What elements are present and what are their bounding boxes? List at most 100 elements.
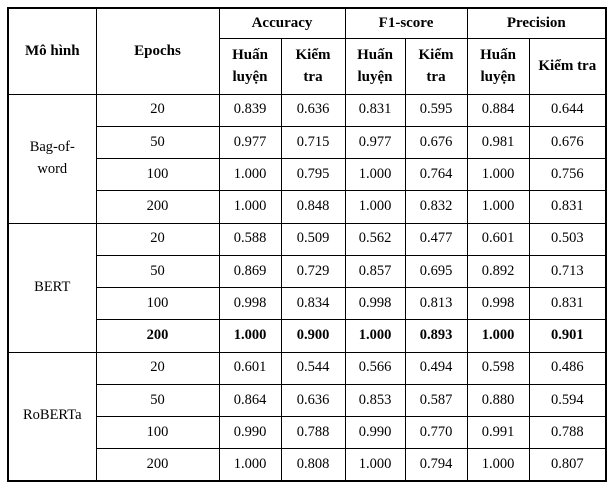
- metric-value-cell: 1.000: [344, 157, 406, 192]
- epochs-cell: 100: [95, 157, 220, 192]
- metric-value-cell: 0.880: [466, 383, 530, 418]
- metric-value-cell: 0.869: [218, 254, 282, 289]
- table-row: 100 1.000 0.795 1.000 0.764 1.000 0.756: [8, 157, 607, 192]
- metric-value-cell: 0.900: [280, 319, 346, 353]
- table-row: 200 1.000 0.848 1.000 0.832 1.000 0.831: [8, 190, 607, 224]
- metric-value-cell: 0.864: [218, 383, 282, 418]
- metric-value-cell: 0.884: [466, 93, 530, 127]
- metric-value-cell: 0.892: [466, 254, 530, 289]
- table-row: 50 0.977 0.715 0.977 0.676 0.981 0.676: [8, 125, 607, 160]
- f1-test-header: Kiểm tra: [404, 37, 468, 95]
- metric-value-cell: 0.566: [344, 351, 406, 385]
- metric-value-cell: 0.644: [528, 93, 607, 127]
- table-row: Bag-of-word 20 0.839 0.636 0.831 0.595 0.884 0.…: [7, 93, 607, 224]
- metric-value-cell: 1.000: [344, 448, 406, 482]
- epochs-cell: 20: [95, 93, 220, 127]
- header-row-groups: Mô hình Epochs Accuracy F1-score Precisi…: [7, 7, 607, 95]
- metric-value-cell: 0.695: [404, 254, 468, 289]
- model-column-header: Mô hình: [7, 7, 97, 95]
- metric-value-cell: 0.834: [280, 286, 346, 321]
- epochs-cell: 50: [95, 125, 220, 160]
- metric-value-cell: 0.486: [528, 351, 607, 385]
- metric-value-cell: 0.998: [218, 286, 282, 321]
- table-row: BERT 20 0.588 0.509 0.562 0.477 0.601 0.503: [7, 222, 607, 353]
- metric-value-cell: 0.509: [280, 222, 346, 256]
- results-table: Mô hình Epochs Accuracy F1-score Precisi…: [7, 7, 608, 482]
- accuracy-group-header: Accuracy: [218, 7, 346, 39]
- metric-value-cell: 0.839: [218, 93, 282, 127]
- metric-value-cell: 0.831: [528, 190, 607, 224]
- metric-value-cell: 0.636: [280, 93, 346, 127]
- metric-value-cell: 0.587: [404, 383, 468, 418]
- header-row-sub: Huấn luyện Kiểm tra Huấn luyện Kiểm tra …: [8, 37, 607, 95]
- epochs-cell: 200: [95, 190, 220, 224]
- metric-value-cell: 0.990: [218, 415, 282, 450]
- epochs-cell: 200: [95, 448, 220, 482]
- metric-value-cell: 0.990: [344, 415, 406, 450]
- metric-value-cell: 1.000: [344, 319, 406, 353]
- metric-value-cell: 0.601: [218, 351, 282, 385]
- metric-value-cell: 0.676: [404, 125, 468, 160]
- epochs-cell: 20: [95, 351, 220, 385]
- model-name-cell: RoBERTa: [7, 351, 97, 482]
- epochs-column-header: Epochs: [95, 7, 220, 95]
- table-row: 100 0.998 0.834 0.998 0.813 0.998 0.831: [8, 286, 607, 321]
- metric-value-cell: 1.000: [218, 448, 282, 482]
- metric-value-cell: 1.000: [218, 190, 282, 224]
- metric-value-cell: 0.713: [528, 254, 607, 289]
- metric-value-cell: 0.676: [528, 125, 607, 160]
- metric-value-cell: 0.857: [344, 254, 406, 289]
- metric-value-cell: 0.636: [280, 383, 346, 418]
- metric-value-cell: 0.544: [280, 351, 346, 385]
- metric-value-cell: 0.770: [404, 415, 468, 450]
- metric-value-cell: 0.764: [404, 157, 468, 192]
- table-header: Mô hình Epochs Accuracy F1-score Precisi…: [7, 7, 607, 95]
- table-row: 200 1.000 0.900 1.000 0.893 1.000 0.901: [8, 319, 607, 353]
- table-row: RoBERTa 20 0.601 0.544 0.566 0.494 0.598 0.486: [7, 351, 607, 482]
- precision-test-header: Kiểm tra: [528, 37, 607, 95]
- metric-value-cell: 1.000: [466, 319, 530, 353]
- table-body: Bag-of-word 20 0.839 0.636 0.831 0.595 0.884 0.…: [7, 93, 607, 482]
- metric-value-cell: 0.729: [280, 254, 346, 289]
- metric-value-cell: 1.000: [466, 190, 530, 224]
- f1-group-header: F1-score: [344, 7, 468, 39]
- table-row: 100 0.990 0.788 0.990 0.770 0.991 0.788: [8, 415, 607, 450]
- metric-value-cell: 0.848: [280, 190, 346, 224]
- metric-value-cell: 0.998: [344, 286, 406, 321]
- epochs-cell: 100: [95, 415, 220, 450]
- metric-value-cell: 1.000: [218, 157, 282, 192]
- epochs-cell: 50: [95, 383, 220, 418]
- metric-value-cell: 0.788: [280, 415, 346, 450]
- metric-value-cell: 0.831: [528, 286, 607, 321]
- model-name-cell: BERT: [7, 222, 97, 353]
- epochs-cell: 200: [95, 319, 220, 353]
- metric-value-cell: 0.977: [218, 125, 282, 160]
- table-row: 200 1.000 0.808 1.000 0.794 1.000 0.807: [8, 448, 607, 482]
- metric-value-cell: 0.893: [404, 319, 468, 353]
- metric-value-cell: 1.000: [218, 319, 282, 353]
- f1-train-header: Huấn luyện: [344, 37, 406, 95]
- epochs-cell: 50: [95, 254, 220, 289]
- model-name: Bag-of-word: [29, 138, 75, 177]
- metric-value-cell: 1.000: [344, 190, 406, 224]
- metric-value-cell: 1.000: [466, 157, 530, 192]
- model-name: BERT: [34, 278, 71, 295]
- table-row: 50 0.869 0.729 0.857 0.695 0.892 0.713: [8, 254, 607, 289]
- epochs-cell: 20: [95, 222, 220, 256]
- metric-value-cell: 0.813: [404, 286, 468, 321]
- metric-value-cell: 0.807: [528, 448, 607, 482]
- metric-value-cell: 0.788: [528, 415, 607, 450]
- model-name-cell: Bag-of-word: [7, 93, 97, 224]
- metric-value-cell: 0.588: [218, 222, 282, 256]
- metric-value-cell: 1.000: [466, 448, 530, 482]
- metric-value-cell: 0.832: [404, 190, 468, 224]
- metric-value-cell: 0.794: [404, 448, 468, 482]
- precision-group-header: Precision: [466, 7, 607, 39]
- metric-value-cell: 0.594: [528, 383, 607, 418]
- table-row: 50 0.864 0.636 0.853 0.587 0.880 0.594: [8, 383, 607, 418]
- metric-value-cell: 0.901: [528, 319, 607, 353]
- metric-value-cell: 0.503: [528, 222, 607, 256]
- epochs-cell: 100: [95, 286, 220, 321]
- metric-value-cell: 0.991: [466, 415, 530, 450]
- metric-value-cell: 0.795: [280, 157, 346, 192]
